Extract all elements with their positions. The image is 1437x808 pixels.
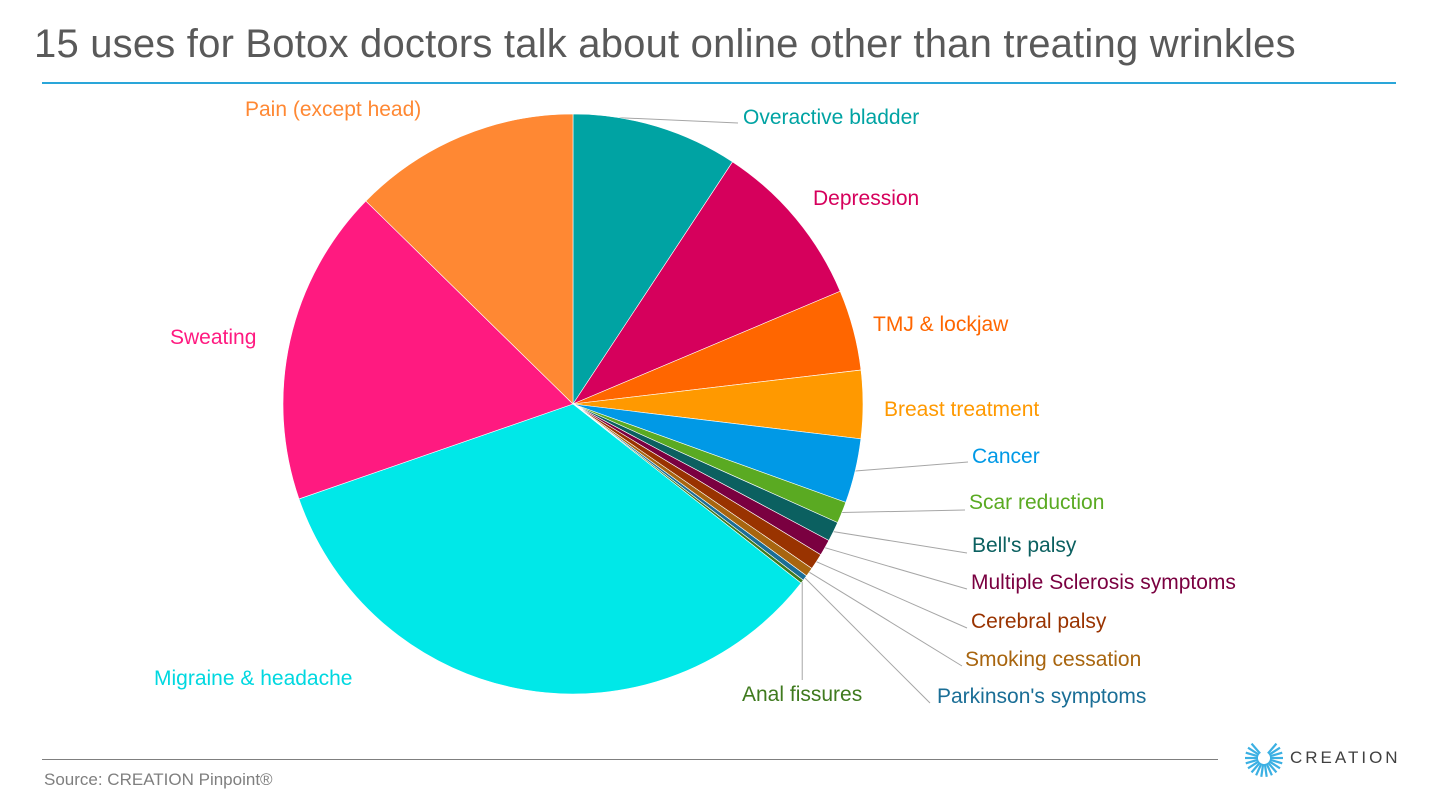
leader-line [804, 577, 931, 704]
sunburst-logo-icon [1245, 742, 1283, 777]
data-label: Migraine & headache [154, 667, 352, 690]
pie-slice-sweating [282, 200, 574, 500]
slice-labels: Overactive bladder Depression TMJ & lockja… [154, 98, 1236, 708]
footer-divider [42, 759, 1218, 760]
data-label: Parkinson's symptoms [937, 685, 1146, 708]
data-label: Depression [813, 187, 919, 210]
pie-slices [282, 113, 864, 695]
pie-slice-overactive-bladder [572, 113, 733, 406]
data-label: Overactive bladder [743, 106, 919, 129]
title-divider [42, 82, 1396, 84]
pie-slice-migraine-headache [298, 403, 802, 695]
data-label: Breast treatment [884, 398, 1039, 421]
data-label: TMJ & lockjaw [873, 313, 1009, 336]
leader-lines [619, 117, 969, 704]
data-label: Bell's palsy [972, 534, 1077, 557]
leader-line [824, 547, 968, 590]
leader-line [619, 117, 739, 124]
source-note: Source: CREATION Pinpoint® [44, 770, 273, 789]
chart-title: 15 uses for Botox doctors talk about onl… [34, 22, 1296, 66]
data-label: Cerebral palsy [971, 610, 1107, 633]
pie-slice-pain-except-head- [365, 113, 574, 405]
leader-line [833, 531, 968, 554]
leader-line [816, 561, 968, 629]
data-label: Scar reduction [969, 491, 1104, 514]
data-label: Cancer [972, 445, 1040, 468]
data-label: Smoking cessation [965, 648, 1141, 671]
data-label: Sweating [170, 326, 256, 349]
data-label: Pain (except head) [245, 98, 421, 121]
leader-line [841, 509, 966, 514]
data-label: Multiple Sclerosis symptoms [971, 571, 1236, 594]
leader-line [855, 461, 969, 472]
logo-text: CREATION [1290, 748, 1401, 767]
data-label: Anal fissures [742, 683, 862, 706]
leader-line [808, 571, 963, 667]
creation-logo: CREATION [1244, 738, 1401, 778]
pie-slice-depression [572, 161, 841, 405]
